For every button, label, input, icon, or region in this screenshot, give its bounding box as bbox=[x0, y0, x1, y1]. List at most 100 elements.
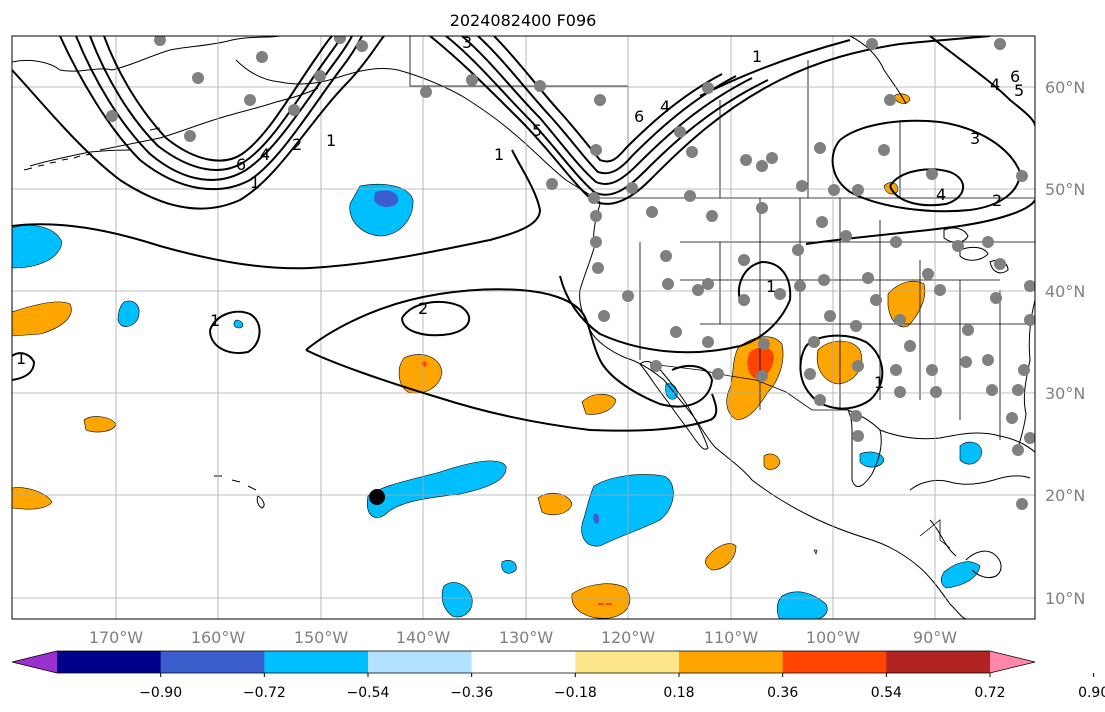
station-marker bbox=[878, 144, 890, 156]
station-marker bbox=[758, 338, 770, 350]
negative-anomaly-core bbox=[374, 190, 399, 208]
colorbar-segment bbox=[782, 651, 887, 673]
colorbar-segment bbox=[368, 651, 473, 673]
contour-ridge-4 bbox=[477, 36, 737, 175]
station-marker bbox=[738, 254, 750, 266]
station-marker bbox=[994, 38, 1006, 50]
station-marker bbox=[894, 386, 906, 398]
station-marker bbox=[792, 244, 804, 256]
colorbar-tick-label: −0.36 bbox=[450, 685, 493, 701]
alaska-coast bbox=[12, 36, 601, 203]
baja-california bbox=[639, 361, 709, 450]
station-marker bbox=[774, 288, 786, 300]
colorbar-tick-label: 0.18 bbox=[663, 685, 694, 701]
station-marker bbox=[808, 336, 820, 348]
lon-label: 160°W bbox=[191, 628, 246, 647]
station-marker bbox=[852, 360, 864, 372]
station-marker bbox=[994, 258, 1006, 270]
contour-eastern-high bbox=[831, 119, 1022, 213]
latitude-labels: 60°N 50°N 40°N 30°N 20°N 10°N bbox=[1045, 78, 1085, 608]
station-marker bbox=[154, 36, 166, 46]
station-marker bbox=[702, 278, 714, 290]
lat-label: 10°N bbox=[1045, 589, 1085, 608]
colorbar-segment bbox=[57, 651, 162, 673]
station-marker bbox=[1024, 314, 1035, 326]
station-marker bbox=[598, 310, 610, 322]
station-marker bbox=[934, 284, 946, 296]
negative-anomaly-patch bbox=[366, 460, 507, 518]
station-marker bbox=[852, 430, 864, 442]
station-marker bbox=[588, 192, 600, 204]
contour-labels: 3 6 4 2 1 1 6 4 5 1 2 1 1 1 1 1 6 4 5 3 bbox=[16, 36, 1024, 392]
contour-alaska-trough-4 bbox=[89, 36, 343, 171]
contour-alaska-trough-2 bbox=[59, 36, 363, 191]
colorbar-tick-label: 0.90 bbox=[1078, 685, 1105, 701]
contour-alaska-trough-1 bbox=[12, 36, 385, 210]
station-marker bbox=[1012, 444, 1024, 456]
colorbar-segment bbox=[471, 651, 576, 673]
station-marker bbox=[824, 310, 836, 322]
station-marker bbox=[982, 354, 994, 366]
positive-anomaly-patch bbox=[813, 549, 818, 555]
contour-label: 4 bbox=[936, 185, 946, 204]
contour-label: 2 bbox=[992, 191, 1002, 210]
lon-label: 130°W bbox=[499, 628, 554, 647]
station-marker bbox=[646, 206, 658, 218]
contour-label: 4 bbox=[990, 75, 1000, 94]
colorbar-tick-label: −0.90 bbox=[139, 685, 182, 701]
station-marker bbox=[702, 336, 714, 348]
contour-plains-loop bbox=[799, 334, 884, 410]
contour-alaska-trough-3 bbox=[75, 36, 353, 181]
station-marker bbox=[626, 182, 638, 194]
negative-anomaly-patch bbox=[859, 451, 885, 468]
positive-anomaly-patch bbox=[763, 453, 781, 470]
station-marker bbox=[244, 94, 256, 106]
contour-label: 4 bbox=[660, 97, 670, 116]
station-marker bbox=[334, 36, 346, 44]
station-marker bbox=[766, 152, 778, 164]
station-marker bbox=[684, 190, 696, 202]
station-marker bbox=[990, 292, 1002, 304]
station-marker bbox=[1024, 432, 1035, 444]
negative-anomaly-patch bbox=[501, 560, 517, 574]
lon-label: 140°W bbox=[396, 628, 451, 647]
station-marker bbox=[952, 240, 964, 252]
station-marker bbox=[816, 216, 828, 228]
colorbar: −0.90 −0.72 −0.54 −0.36 −0.18 0.18 0.36 0.54 0.7… bbox=[11, 650, 1105, 701]
station-marker bbox=[706, 210, 718, 222]
lat-label: 20°N bbox=[1045, 486, 1085, 505]
station-marker bbox=[794, 280, 806, 292]
station-marker bbox=[534, 80, 546, 92]
station-marker bbox=[622, 290, 634, 302]
station-marker bbox=[756, 160, 768, 172]
station-marker bbox=[804, 368, 816, 380]
station-marker bbox=[814, 394, 826, 406]
highlighted-station-marker bbox=[369, 489, 385, 505]
station-marker bbox=[546, 178, 558, 190]
station-marker bbox=[590, 144, 602, 156]
contour-label: 1 bbox=[16, 349, 26, 368]
colorbar-tick-label: −0.54 bbox=[347, 685, 390, 701]
station-marker bbox=[982, 236, 994, 248]
positive-anomaly-patch bbox=[12, 301, 72, 337]
colorbar-tick-label: −0.18 bbox=[554, 685, 597, 701]
station-marker bbox=[590, 210, 602, 222]
positive-anomaly-patch bbox=[398, 354, 443, 394]
colorbar-tick-label: −0.72 bbox=[243, 685, 286, 701]
hudson-bay bbox=[849, 36, 907, 105]
contour-west-loop bbox=[12, 352, 36, 381]
negative-anomaly-patch bbox=[581, 474, 674, 547]
contour-label: 6 bbox=[1010, 67, 1020, 86]
contour-label: 2 bbox=[418, 299, 428, 318]
lon-label: 150°W bbox=[294, 628, 349, 647]
station-marker bbox=[702, 82, 714, 94]
station-marker bbox=[590, 236, 602, 248]
colorbar-tick-label: 0.36 bbox=[767, 685, 798, 701]
contour-label: 1 bbox=[250, 173, 260, 192]
station-marker bbox=[926, 364, 938, 376]
station-markers bbox=[106, 36, 1035, 510]
station-marker bbox=[960, 356, 972, 368]
station-marker bbox=[420, 86, 432, 98]
station-marker bbox=[840, 230, 852, 242]
station-marker bbox=[850, 320, 862, 332]
